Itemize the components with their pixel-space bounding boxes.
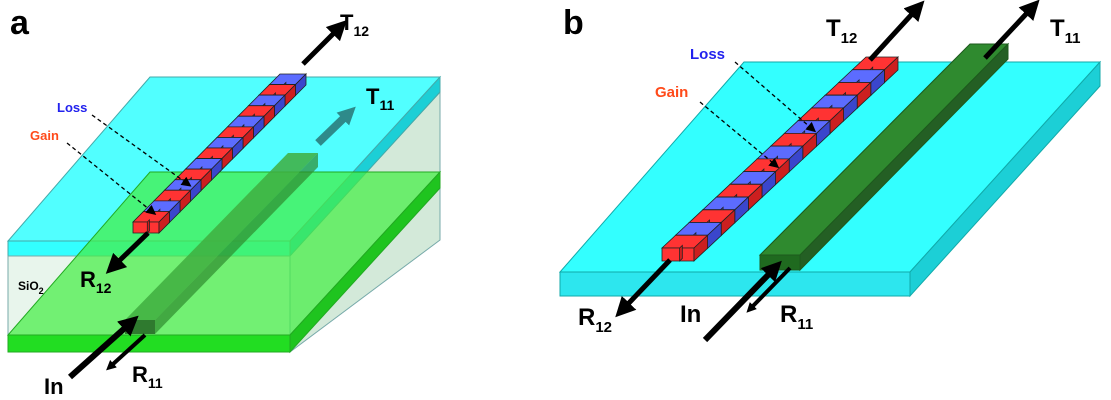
- r11-label-b: R11: [780, 301, 813, 333]
- gain-segment-ridge: [679, 244, 683, 262]
- waveguide-bar-side: [799, 42, 1009, 272]
- substrate-right-edge: [289, 170, 441, 354]
- input-arrow-b: [702, 260, 782, 343]
- r11-label-a: R11: [132, 362, 163, 391]
- panel-a-letter: a: [10, 4, 30, 42]
- r12-label-b: R12: [578, 304, 612, 336]
- r11-arrow: [106, 333, 147, 371]
- r11-arrow-b: [746, 266, 792, 313]
- substrate-front-edge: [7, 334, 291, 353]
- t11-transmission-arrow-embedded: [315, 106, 356, 146]
- pt-chain-a: [132, 73, 307, 234]
- slab-right-edge: [909, 60, 1101, 298]
- gain-label-b: Gain: [655, 84, 688, 101]
- sio2-label: SiO2: [18, 279, 44, 296]
- panel-b: b Loss Gain T12 T11 R12 In R11: [558, 0, 1102, 343]
- t12-arrow-b: [868, 0, 925, 62]
- panel-b-letter: b: [563, 4, 584, 42]
- gain-label-a: Gain: [30, 128, 59, 143]
- waveguide-core-top: [125, 153, 318, 320]
- t12-label-b: T12: [826, 15, 857, 47]
- input-arrow: [68, 315, 139, 380]
- panel-a: a Loss Gain SiO2 T12 T11 R12 R11 In: [6, 4, 442, 399]
- r12-label-a: R12: [80, 267, 112, 296]
- waveguide-bar-front: [759, 254, 801, 271]
- gain-segment-side: [693, 234, 708, 262]
- loss-pointer-b: [734, 61, 817, 133]
- t12-label-a: T12: [340, 10, 369, 39]
- t11-arrow-b: [983, 0, 1040, 60]
- loss-pointer: [91, 114, 192, 187]
- t12-arrow: [301, 19, 348, 66]
- waveguide-core-side: [155, 153, 318, 334]
- loss-label-a: Loss: [57, 100, 87, 115]
- r12-arrow: [105, 231, 150, 274]
- loss-label-b: Loss: [690, 46, 725, 63]
- gain-segment-side: [158, 210, 170, 234]
- gain-segment-front: [661, 247, 695, 262]
- gain-segment-front: [132, 221, 160, 234]
- input-label-a: In: [44, 374, 64, 399]
- t11-label-a: T11: [366, 84, 394, 113]
- gain-pointer: [66, 142, 157, 216]
- gain-segment-ridge: [146, 218, 150, 234]
- t11-label-b: T11: [1050, 15, 1081, 47]
- gain-pointer-b: [699, 101, 780, 169]
- waveguide-core-front: [125, 320, 155, 334]
- pt-chain-b: [660, 56, 900, 262]
- input-label-b: In: [680, 301, 701, 328]
- r12-arrow-b: [615, 258, 672, 318]
- slab-front-edge: [559, 271, 911, 297]
